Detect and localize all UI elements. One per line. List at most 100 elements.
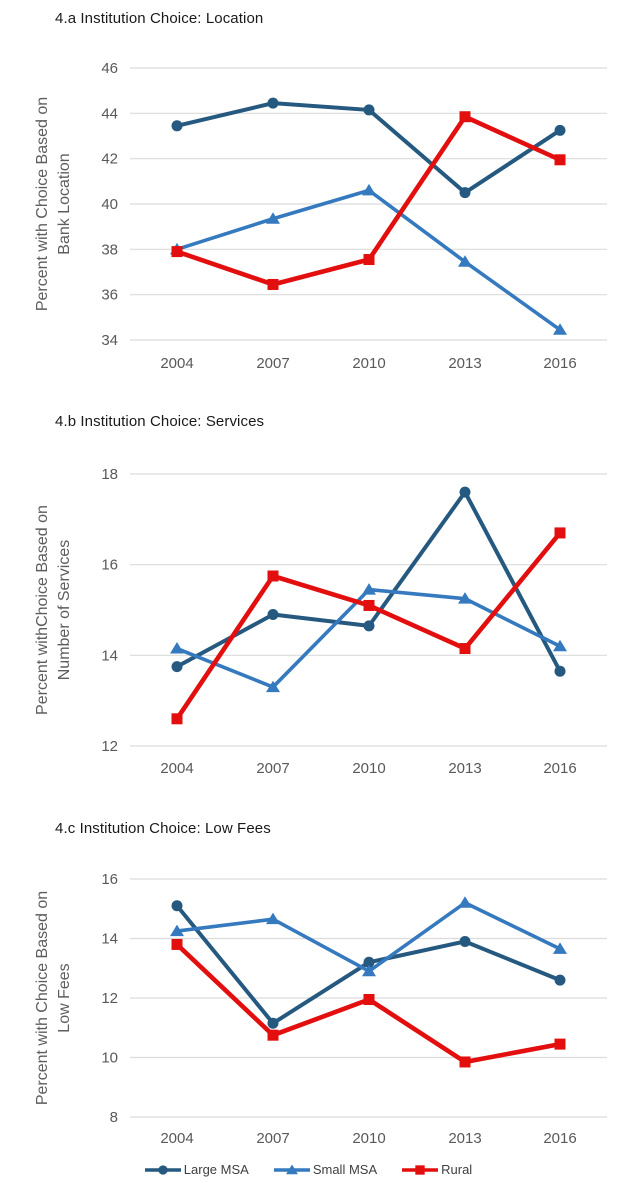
chart-plot-low-fees: 8 10 12 14 16 2004 2007 2010 2013 2016 Percent wit… bbox=[34, 871, 607, 1147]
marker-rural bbox=[267, 278, 279, 290]
marker-rural bbox=[171, 246, 183, 258]
y-tick-label: 44 bbox=[101, 105, 118, 122]
y-tick-label: 40 bbox=[101, 196, 118, 213]
y-tick-label: 12 bbox=[101, 990, 118, 1007]
legend-label: Large MSA bbox=[183, 1162, 249, 1177]
marker-small-msa bbox=[362, 583, 376, 595]
y-tick-label: 14 bbox=[101, 931, 118, 948]
marker-small-msa bbox=[266, 680, 280, 693]
marker-large-msa bbox=[554, 665, 566, 677]
x-tick-label: 2004 bbox=[160, 1130, 193, 1147]
legend-marker-triangle bbox=[285, 1163, 298, 1174]
x-tick-label: 2010 bbox=[352, 355, 385, 372]
legend-swatch-large-msa bbox=[144, 1164, 181, 1175]
y-tick-label: 12 bbox=[101, 738, 118, 755]
marker-rural bbox=[363, 254, 375, 266]
marker-rural bbox=[363, 993, 375, 1005]
marker-small-msa bbox=[458, 592, 472, 604]
legend-swatch-small-msa bbox=[273, 1163, 310, 1174]
chart-location: 4.a Institution Choice: Location 34 36 38 4… bbox=[0, 0, 626, 398]
marker-small-msa bbox=[266, 912, 280, 925]
legend-item-large-msa: Large MSA bbox=[144, 1162, 249, 1177]
y-axis-title: Percent withChoice Based on bbox=[34, 505, 51, 715]
marker-large-msa bbox=[267, 1017, 279, 1029]
marker-rural bbox=[171, 713, 183, 725]
y-axis-title: Number of Services bbox=[56, 540, 73, 681]
x-tick-label: 2016 bbox=[543, 355, 576, 372]
y-tick-label: 10 bbox=[101, 1050, 118, 1067]
y-tick-label: 16 bbox=[101, 871, 118, 888]
x-tick-label: 2007 bbox=[256, 1130, 289, 1147]
y-tick-label: 34 bbox=[101, 332, 118, 349]
y-tick-label: 46 bbox=[101, 60, 118, 77]
legend-label: Rural bbox=[441, 1162, 473, 1177]
x-tick-label: 2007 bbox=[256, 760, 289, 777]
chart-title-low-fees: 4.c Institution Choice: Low Fees bbox=[55, 820, 271, 837]
x-tick-label: 2010 bbox=[352, 1130, 385, 1147]
y-tick-label: 38 bbox=[101, 241, 118, 258]
marker-large-msa bbox=[267, 97, 279, 109]
marker-large-msa bbox=[171, 120, 183, 132]
y-tick-label: 36 bbox=[101, 287, 118, 304]
x-tick-label: 2016 bbox=[543, 1130, 576, 1147]
y-tick-label: 8 bbox=[110, 1109, 118, 1126]
marker-small-msa bbox=[553, 942, 567, 954]
marker-large-msa bbox=[459, 486, 471, 498]
marker-large-msa bbox=[363, 620, 375, 632]
y-axis-title: Percent with Choice Based on bbox=[34, 891, 51, 1105]
x-tick-label: 2010 bbox=[352, 760, 385, 777]
marker-small-msa bbox=[362, 964, 376, 977]
y-tick-label: 18 bbox=[101, 466, 118, 483]
legend-label: Small MSA bbox=[312, 1162, 378, 1177]
y-tick-label: 42 bbox=[101, 151, 118, 168]
marker-large-msa bbox=[171, 900, 183, 912]
legend-marker-square bbox=[415, 1164, 425, 1175]
marker-large-msa bbox=[459, 935, 471, 947]
y-axis-title: Percent with Choice Based on bbox=[34, 97, 51, 311]
legend-item-rural: Rural bbox=[401, 1162, 472, 1177]
marker-large-msa bbox=[171, 661, 183, 673]
x-tick-label: 2016 bbox=[543, 760, 576, 777]
x-tick-label: 2007 bbox=[256, 355, 289, 372]
y-tick-label: 14 bbox=[101, 647, 118, 664]
marker-small-msa bbox=[266, 212, 280, 224]
marker-rural bbox=[171, 938, 183, 950]
marker-small-msa bbox=[458, 255, 472, 267]
marker-large-msa bbox=[554, 124, 566, 136]
chart-plot-services: 12 14 16 18 2004 2007 2010 2013 2016 Percent with… bbox=[34, 466, 607, 777]
legend-marker-circle bbox=[158, 1164, 168, 1175]
marker-rural bbox=[554, 527, 566, 539]
marker-rural bbox=[459, 111, 471, 123]
marker-large-msa bbox=[554, 974, 566, 986]
marker-rural bbox=[363, 599, 375, 611]
marker-rural bbox=[459, 1056, 471, 1068]
legend-swatch-rural bbox=[402, 1164, 439, 1175]
chart-title-services: 4.b Institution Choice: Services bbox=[55, 413, 265, 430]
marker-small-msa bbox=[553, 639, 567, 652]
series-line-large-msa bbox=[175, 490, 562, 674]
marker-small-msa bbox=[553, 323, 567, 335]
y-axis-title: Low Fees bbox=[56, 963, 73, 1032]
chart-low-fees: 4.c Institution Choice: Low Fees 8 10 12 14… bbox=[0, 798, 626, 1194]
x-tick-label: 2004 bbox=[160, 355, 193, 372]
chart-services: 4.b Institution Choice: Services 12 14 16 1… bbox=[0, 398, 626, 798]
chart-legend: Large MSA Small MSA Rural bbox=[0, 1162, 616, 1177]
marker-small-msa bbox=[170, 642, 184, 654]
marker-rural bbox=[554, 154, 566, 166]
marker-rural bbox=[554, 1038, 566, 1050]
marker-small-msa bbox=[362, 183, 376, 196]
marker-large-msa bbox=[267, 609, 279, 621]
marker-rural bbox=[459, 643, 471, 655]
y-tick-label: 16 bbox=[101, 557, 118, 574]
x-tick-label: 2013 bbox=[448, 760, 481, 777]
x-tick-label: 2004 bbox=[160, 760, 193, 777]
marker-small-msa bbox=[458, 896, 472, 908]
x-tick-label: 2013 bbox=[448, 355, 481, 372]
marker-large-msa bbox=[363, 104, 375, 116]
marker-rural bbox=[267, 570, 279, 582]
marker-small-msa bbox=[170, 924, 184, 937]
legend-item-small-msa: Small MSA bbox=[273, 1162, 377, 1177]
x-tick-label: 2013 bbox=[448, 1130, 481, 1147]
marker-large-msa bbox=[363, 956, 375, 968]
